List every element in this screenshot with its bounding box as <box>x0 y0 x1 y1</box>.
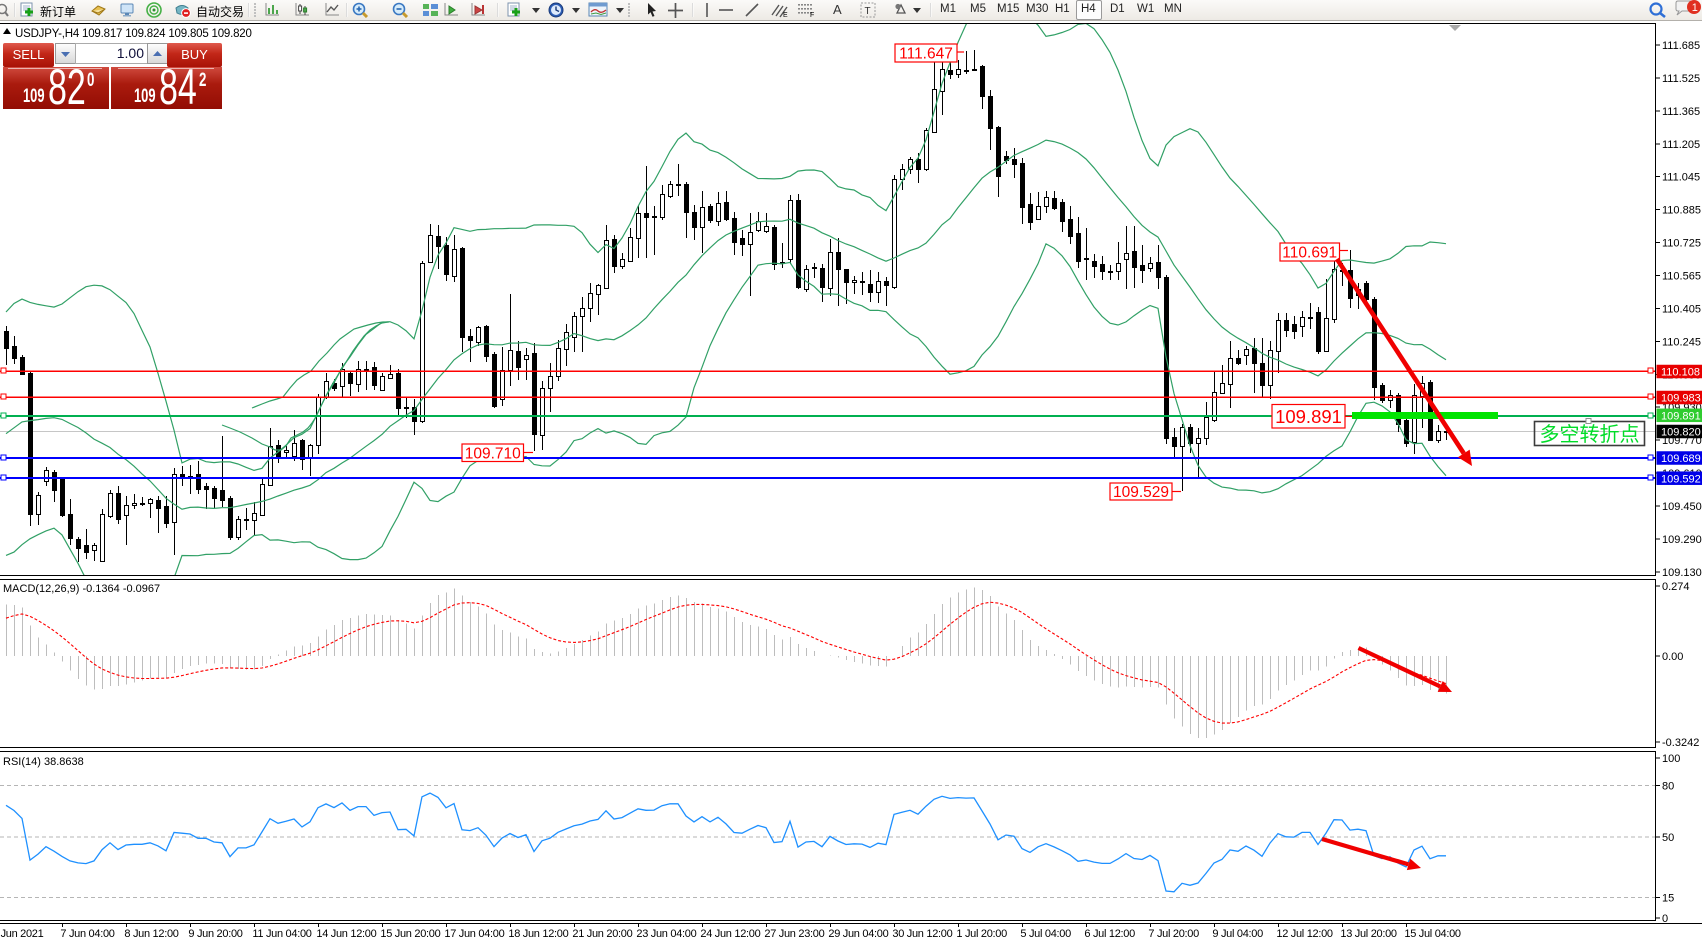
svg-text:15 Jul 04:00: 15 Jul 04:00 <box>1404 928 1461 940</box>
svg-text:100: 100 <box>1662 753 1680 765</box>
svg-text:RSI(14) 38.8638: RSI(14) 38.8638 <box>3 756 84 768</box>
svg-text:多空转折点: 多空转折点 <box>1540 423 1640 446</box>
svg-text:9 Jul 04:00: 9 Jul 04:00 <box>1212 928 1263 940</box>
svg-text:8 Jun 12:00: 8 Jun 12:00 <box>124 928 178 940</box>
svg-text:T: T <box>865 6 871 17</box>
svg-text:109.529: 109.529 <box>1113 484 1169 501</box>
svg-text:109.592: 109.592 <box>1661 473 1701 485</box>
svg-text:7 Jun 04:00: 7 Jun 04:00 <box>60 928 114 940</box>
svg-text:11 Jun 04:00: 11 Jun 04:00 <box>252 928 311 940</box>
svg-text:1: 1 <box>1692 2 1698 14</box>
svg-text:4 Jun 2021: 4 Jun 2021 <box>0 928 44 940</box>
svg-text:110.565: 110.565 <box>1662 271 1701 283</box>
svg-text:MACD(12,26,9) -0.1364 -0.0967: MACD(12,26,9) -0.1364 -0.0967 <box>3 583 160 595</box>
svg-text:110.108: 110.108 <box>1661 367 1700 379</box>
svg-text:27 Jun 23:00: 27 Jun 23:00 <box>764 928 824 940</box>
svg-text:50: 50 <box>1662 832 1674 844</box>
svg-text:12 Jul 12:00: 12 Jul 12:00 <box>1276 928 1333 940</box>
svg-text:111.525: 111.525 <box>1662 73 1700 85</box>
svg-text:7 Jul 20:00: 7 Jul 20:00 <box>1148 928 1199 940</box>
svg-text:14 Jun 12:00: 14 Jun 12:00 <box>316 928 376 940</box>
svg-text:110.405: 110.405 <box>1662 303 1701 315</box>
svg-text:USDJPY-,H4 109.817 109.824 10: USDJPY-,H4 109.817 109.824 109.805 109.8… <box>15 28 252 40</box>
svg-text:6 Jul 12:00: 6 Jul 12:00 <box>1084 928 1135 940</box>
svg-text:111.365: 111.365 <box>1662 106 1700 118</box>
svg-text:111.647: 111.647 <box>899 46 953 63</box>
svg-text:-0.3242: -0.3242 <box>1662 737 1699 749</box>
svg-text:109.290: 109.290 <box>1662 534 1702 546</box>
svg-text:109.689: 109.689 <box>1661 453 1701 465</box>
svg-text:15: 15 <box>1662 892 1674 904</box>
svg-text:0.274: 0.274 <box>1662 581 1690 593</box>
svg-text:109.710: 109.710 <box>465 445 521 462</box>
svg-text:111.045: 111.045 <box>1662 172 1700 184</box>
svg-text:80: 80 <box>1662 781 1674 793</box>
svg-text:111.685: 111.685 <box>1662 40 1700 52</box>
svg-text:109.983: 109.983 <box>1661 393 1701 405</box>
svg-text:30 Jun 12:00: 30 Jun 12:00 <box>892 928 952 940</box>
svg-text:24 Jun 12:00: 24 Jun 12:00 <box>700 928 760 940</box>
svg-text:15 Jun 20:00: 15 Jun 20:00 <box>380 928 440 940</box>
svg-text:109.891: 109.891 <box>1275 406 1342 427</box>
svg-text:17 Jun 04:00: 17 Jun 04:00 <box>444 928 504 940</box>
svg-text:E: E <box>783 12 788 18</box>
svg-text:9 Jun 20:00: 9 Jun 20:00 <box>188 928 242 940</box>
svg-text:23 Jun 04:00: 23 Jun 04:00 <box>636 928 696 940</box>
svg-text:110.691: 110.691 <box>1282 245 1337 262</box>
svg-text:110.245: 110.245 <box>1662 336 1701 348</box>
svg-text:0: 0 <box>1662 913 1668 925</box>
svg-text:18 Jun 12:00: 18 Jun 12:00 <box>508 928 568 940</box>
svg-text:29 Jun 04:00: 29 Jun 04:00 <box>828 928 888 940</box>
svg-text:13 Jul 20:00: 13 Jul 20:00 <box>1340 928 1397 940</box>
svg-text:21 Jun 20:00: 21 Jun 20:00 <box>572 928 632 940</box>
svg-text:110.725: 110.725 <box>1662 238 1701 250</box>
svg-text:109.450: 109.450 <box>1662 501 1702 513</box>
svg-text:0.00: 0.00 <box>1662 651 1683 663</box>
svg-text:109.891: 109.891 <box>1661 411 1701 423</box>
svg-text:110.885: 110.885 <box>1662 205 1701 217</box>
svg-text:109.820: 109.820 <box>1661 427 1701 439</box>
svg-text:F: F <box>810 12 814 18</box>
svg-text:111.205: 111.205 <box>1662 139 1700 151</box>
svg-text:109.130: 109.130 <box>1662 567 1702 579</box>
svg-text:1 Jul 20:00: 1 Jul 20:00 <box>956 928 1007 940</box>
svg-text:5 Jul 04:00: 5 Jul 04:00 <box>1020 928 1071 940</box>
